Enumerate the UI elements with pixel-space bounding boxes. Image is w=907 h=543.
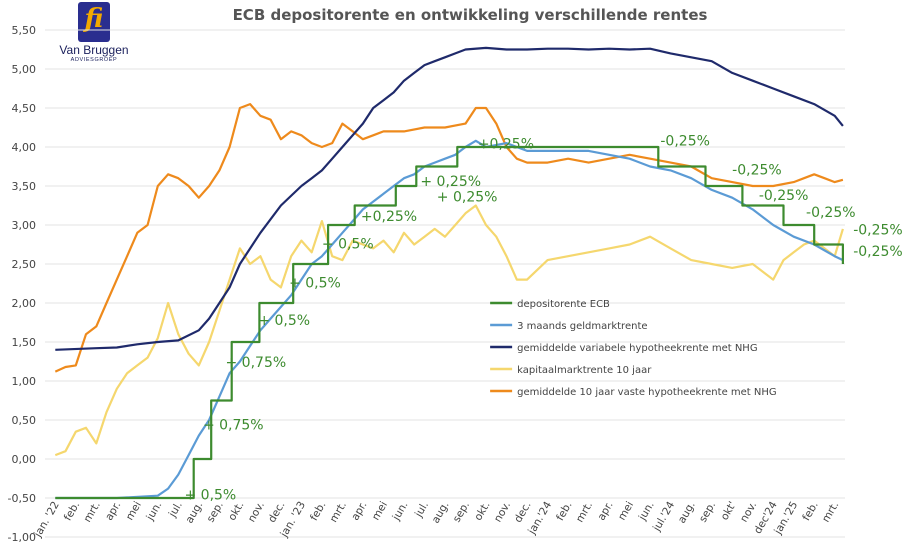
x-tick-label: okt. [472, 500, 492, 523]
rate-change-label: +0,25% [478, 137, 534, 153]
rate-change-label: + 0,75% [203, 417, 264, 433]
y-axis-ticks: -1,00 -0,50 0,00 0,50 1,00 1,50 2,00 2,50 3,00 3,… [8, 24, 36, 543]
y-tick-label: 0,00 [12, 453, 37, 466]
rate-change-label: -0,25% [853, 222, 903, 238]
rate-change-label: + 0,25% [420, 174, 481, 190]
x-tick-label: feb. [800, 500, 820, 523]
rate-change-label: + 0,5% [258, 313, 310, 329]
legend: depositorente ECB 3 maands geldmarktrente… [490, 299, 777, 398]
x-tick-label: mrt. [574, 500, 595, 525]
series-line [55, 139, 844, 500]
rate-change-label: + 0,75% [226, 355, 287, 371]
x-tick-label: nov. [246, 500, 267, 525]
x-tick-label: sep. [697, 500, 718, 525]
legend-label: kapitaalmarktrente 10 jaar [517, 365, 652, 376]
rate-change-label: -0,25% [806, 205, 856, 221]
rate-change-label: -0,25% [732, 162, 782, 178]
x-tick-label: mei [124, 500, 144, 523]
series-line [55, 145, 844, 500]
y-tick-label: 2,50 [12, 258, 37, 271]
y-tick-label: 0,50 [12, 414, 37, 427]
legend-label: depositorente ECB [517, 299, 610, 310]
x-tick-label: mrt. [328, 500, 349, 525]
x-tick-label: jun. [636, 500, 657, 524]
y-tick-label: 5,50 [12, 24, 37, 37]
series-line [54, 103, 844, 373]
legend-label: gemiddelde 10 jaar vaste hypotheekrente … [517, 387, 777, 398]
logo-name: Van Bruggen [59, 43, 129, 57]
y-tick-label: -1,00 [8, 531, 36, 543]
x-tick-label: mei [616, 500, 636, 523]
x-tick-label: aug. [676, 500, 698, 526]
x-tick-label: feb. [308, 500, 328, 523]
y-tick-label: 5,00 [12, 63, 37, 76]
x-tick-label: mrt. [820, 500, 841, 525]
x-tick-label: jun. [144, 500, 165, 524]
x-tick-label: jan. '22 [31, 500, 61, 541]
x-tick-label: nov. [492, 500, 513, 525]
rate-change-label: +0,25% [361, 209, 417, 225]
logo-mark-letters: fi [84, 4, 104, 34]
gridlines [45, 29, 845, 538]
x-tick-label: feb. [554, 500, 574, 523]
legend-label: 3 maands geldmarktrente [517, 321, 647, 332]
x-tick-label: feb. [62, 500, 82, 523]
y-tick-label: 4,00 [12, 141, 37, 154]
x-tick-label: aug. [430, 500, 452, 526]
y-tick-label: 4,50 [12, 102, 37, 115]
x-tick-label: apr. [595, 500, 615, 523]
x-axis-ticks: jan. '22 feb. mrt. apr. mei jun. jul.aug. sep. o… [31, 499, 841, 540]
series-line [55, 46, 844, 351]
rate-change-label: + 0,5% [289, 275, 341, 291]
x-tick-label: apr. [103, 500, 123, 523]
rate-change-label: -0,25% [660, 133, 710, 149]
rate-change-annotations: + 0,5% + 0,75% + 0,75% + 0,5% + 0,5% + 0,5% +0… [184, 133, 902, 503]
legend-label: gemiddelde variabele hypotheekrente met … [517, 343, 757, 354]
x-tick-label: mrt. [81, 500, 102, 525]
y-tick-label: 1,00 [12, 375, 37, 388]
rate-change-label: + 0,5% [184, 488, 236, 504]
x-tick-label: jul. [166, 500, 185, 521]
x-tick-label: okt' [719, 500, 739, 523]
rate-change-label: + 0,5% [322, 236, 374, 252]
x-tick-label: jul. [412, 500, 431, 521]
y-tick-label: 3,00 [12, 219, 37, 232]
y-tick-label: 2,00 [12, 297, 37, 310]
x-tick-label: mei [370, 500, 390, 523]
x-tick-label: apr. [349, 500, 369, 523]
y-tick-label: -0,50 [8, 492, 36, 505]
logo-mark: fi [78, 2, 110, 42]
rate-change-label: -0,25% [759, 188, 809, 204]
y-tick-label: 3,50 [12, 180, 37, 193]
x-tick-label: jun. [390, 500, 411, 524]
x-tick-label: sep. [451, 500, 472, 525]
company-logo: fi Van Bruggen ADVIESGROEP [48, 2, 140, 64]
rate-change-label: -0,25% [853, 244, 903, 260]
logo-subtitle: ADVIESGROEP [70, 57, 118, 63]
rate-change-label: + 0,25% [437, 190, 498, 206]
y-tick-label: 1,50 [12, 336, 37, 349]
series-lines [54, 46, 844, 500]
chart-title: ECB depositorente en ontwikkeling versch… [233, 6, 708, 24]
series-line [54, 204, 844, 457]
